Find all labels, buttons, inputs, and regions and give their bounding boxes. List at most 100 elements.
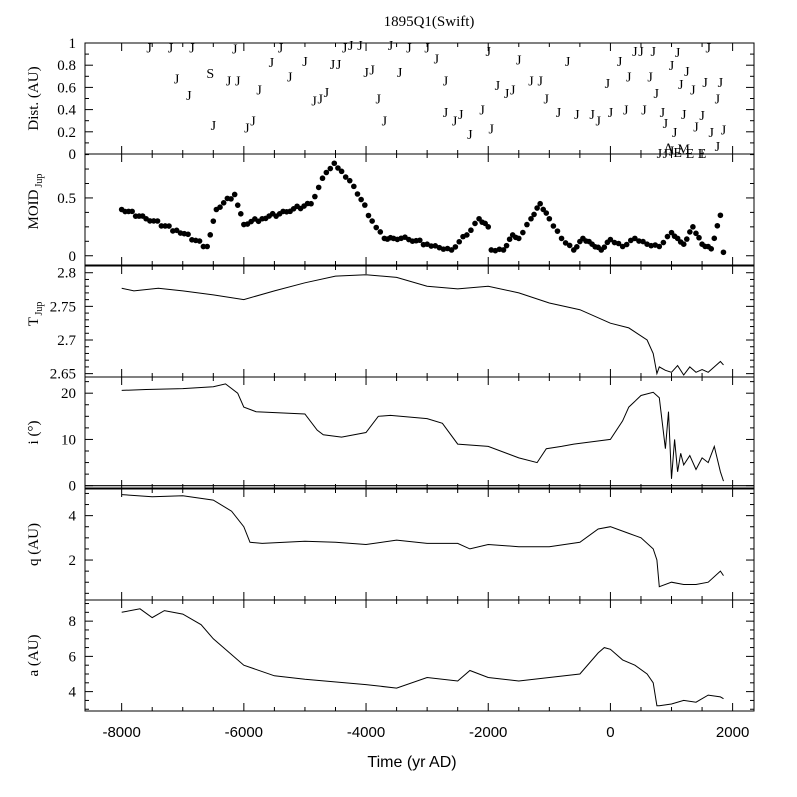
encounter-marker: J (672, 126, 678, 141)
y-tick-label: 4 (69, 685, 77, 701)
encounter-marker: J (574, 108, 580, 123)
data-point (237, 211, 244, 217)
y-tick-label: 1 (69, 36, 77, 52)
data-point (520, 229, 526, 236)
data-point (369, 218, 375, 224)
y-axis-label: Dist. (AU) (26, 66, 42, 130)
data-point (500, 247, 507, 253)
y-tick-label: 0.5 (57, 191, 76, 207)
data-point (528, 215, 534, 222)
encounter-marker: A (663, 141, 674, 156)
y-axis-label-subscript: Jup (34, 174, 45, 188)
y-axis-label: q (AU) (26, 523, 42, 566)
data-point (346, 177, 353, 184)
encounter-marker: J (660, 106, 666, 121)
data-point (656, 243, 663, 250)
data-point (417, 237, 423, 244)
data-point (196, 238, 203, 244)
data-point (546, 215, 553, 222)
encounter-marker: J (504, 87, 510, 102)
encounter-marker: J (669, 145, 675, 160)
data-point (228, 196, 234, 202)
data-point (234, 202, 241, 208)
y-tick-label: 2.75 (50, 299, 76, 315)
encounter-marker: J (397, 66, 403, 81)
encounter-marker: J (537, 75, 543, 90)
y-tick-label: 0 (69, 249, 77, 265)
y-axis-label: a (AU) (26, 634, 42, 676)
encounter-marker: J (235, 75, 241, 90)
data-point (601, 244, 608, 250)
data-point (335, 165, 341, 171)
encounter-marker: J (589, 108, 595, 123)
y-axis-label-subscript: Jup (34, 302, 45, 316)
y-tick-label: 8 (69, 614, 77, 630)
encounter-marker: J (211, 119, 217, 134)
data-point (331, 160, 338, 167)
x-tick-label: -2000 (469, 724, 507, 741)
data-point (342, 174, 349, 180)
data-point (448, 247, 455, 253)
encounter-marker: J (376, 93, 382, 108)
encounter-marker: J (626, 70, 632, 85)
panel-frame (84, 599, 755, 712)
data-point (623, 241, 630, 248)
encounter-marker: J (369, 64, 375, 79)
encounter-marker: J (669, 59, 675, 74)
data-point (377, 229, 384, 235)
encounter-marker: E (673, 146, 682, 161)
encounter-marker: J (608, 106, 614, 121)
encounter-marker: J (690, 84, 696, 99)
panel-inclination: 0 10 20 i (°) (26, 376, 755, 495)
encounter-marker: J (467, 128, 473, 143)
data-point (554, 228, 561, 234)
data-point (506, 236, 513, 243)
data-point (485, 224, 492, 230)
panel-frame (84, 153, 755, 266)
data-point (351, 183, 357, 190)
y-tick-label: 10 (61, 432, 76, 448)
data-point (574, 244, 580, 250)
encounter-marker: J (705, 41, 711, 56)
panel-frame (84, 376, 755, 489)
encounter-marker: J (702, 76, 708, 91)
data-point (373, 224, 380, 231)
data-point (696, 234, 702, 241)
encounter-marker: J (324, 86, 330, 101)
encounter-marker: J (357, 39, 363, 54)
encounter-marker: J (232, 43, 238, 58)
data-point (207, 232, 214, 238)
encounter-marker: J (302, 55, 308, 70)
data-point (524, 221, 530, 228)
data-point (537, 200, 543, 207)
x-tick-label: -8000 (102, 724, 140, 741)
encounter-marker: J (528, 75, 534, 90)
data-line (121, 608, 724, 707)
x-tick-label: -4000 (347, 724, 385, 741)
data-point (308, 200, 314, 207)
data-point (217, 204, 223, 210)
data-point (503, 242, 510, 249)
encounter-marker: J (244, 121, 250, 136)
y-tick-label: 2.8 (57, 266, 76, 282)
data-point (204, 243, 210, 250)
encounter-marker: J (458, 108, 464, 123)
data-point (362, 202, 368, 208)
data-point (338, 168, 345, 175)
encounter-marker: J (617, 55, 623, 70)
encounter-marker: J (452, 115, 458, 130)
data-line (121, 494, 724, 588)
data-point (680, 241, 687, 247)
y-tick-label: 0.2 (57, 125, 76, 141)
encounter-marker: J (721, 124, 727, 139)
encounter-marker: J (495, 79, 501, 94)
data-point (615, 240, 622, 247)
panel-frame (84, 265, 755, 378)
encounter-marker: J (250, 115, 256, 130)
data-point (231, 191, 238, 198)
encounter-marker: J (330, 58, 336, 73)
y-tick-label: 2 (69, 553, 77, 569)
